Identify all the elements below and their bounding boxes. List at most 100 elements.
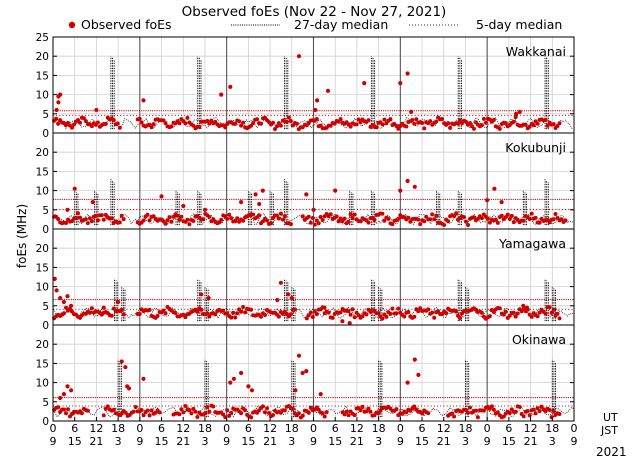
- y-axis-label: foEs (MHz): [15, 204, 29, 268]
- observed-foes-point: [529, 211, 534, 216]
- observed-foes-point: [179, 214, 184, 219]
- observed-foes-point: [173, 311, 178, 315]
- observed-foes-point: [405, 71, 410, 76]
- observed-foes-point: [346, 413, 351, 418]
- observed-foes-point: [410, 118, 415, 122]
- observed-foes-point: [412, 404, 417, 409]
- observed-foes-point: [406, 215, 411, 220]
- observed-foes-point: [177, 121, 182, 126]
- observed-foes-point: [187, 408, 192, 413]
- observed-foes-point: [491, 407, 496, 412]
- panel-okinawa: 0 5 10 15 20 Okinawa: [36, 324, 575, 428]
- observed-foes-point: [282, 408, 287, 413]
- observed-foes-point: [141, 218, 146, 223]
- observed-foes-point: [422, 219, 427, 224]
- observed-foes-point: [474, 408, 478, 413]
- ut-tick-label: 6: [505, 422, 512, 435]
- observed-foes-point: [239, 123, 244, 128]
- y-tick-label: 10: [36, 378, 49, 390]
- observed-foes-point: [416, 309, 421, 314]
- observed-foes-point: [147, 413, 152, 418]
- observed-foes-point: [360, 314, 365, 319]
- observed-foes-point: [521, 414, 526, 419]
- observed-foes-point: [352, 315, 357, 320]
- jst-tick-label: 3: [288, 435, 295, 448]
- observed-foes-point: [219, 217, 224, 222]
- day-label: Nov 25: [335, 455, 379, 457]
- y-tick-label: 0: [42, 416, 49, 428]
- observed-foes-point: [428, 119, 433, 124]
- observed-foes-point: [145, 212, 150, 217]
- observed-foes-point: [535, 314, 540, 319]
- observed-foes-point: [306, 410, 311, 415]
- observed-foes-point: [390, 222, 395, 227]
- observed-foes-point: [147, 307, 152, 312]
- observed-foes-point: [207, 314, 212, 319]
- jst-tick-label: 15: [155, 435, 169, 448]
- observed-foes-point: [444, 311, 449, 316]
- observed-foes-point: [525, 409, 530, 413]
- observed-foes-point: [183, 315, 188, 320]
- observed-foes-point: [203, 411, 208, 416]
- observed-foes-point: [147, 218, 152, 223]
- observed-foes-point: [169, 219, 174, 224]
- observed-foes-point: [265, 218, 269, 223]
- observed-foes-point: [64, 305, 68, 310]
- observed-foes-point: [452, 214, 457, 219]
- y-tick-label: 5: [42, 109, 49, 121]
- observed-foes-point: [545, 123, 550, 128]
- observed-foes-point: [563, 218, 568, 223]
- observed-foes-point: [304, 316, 309, 321]
- observed-foes-point: [69, 303, 74, 308]
- observed-foes-point: [189, 411, 194, 416]
- observed-foes-point: [199, 307, 204, 312]
- observed-foes-point: [83, 119, 88, 124]
- observed-foes-point: [551, 217, 556, 222]
- observed-foes-point: [300, 413, 305, 418]
- observed-foes-point: [514, 111, 519, 116]
- observed-foes-point: [479, 123, 484, 128]
- observed-foes-point: [199, 292, 204, 297]
- observed-foes-point: [428, 217, 433, 222]
- observed-foes-point: [233, 219, 238, 224]
- observed-foes-point: [141, 413, 146, 418]
- ut-tick-label: 0: [571, 422, 578, 435]
- observed-foes-point: [276, 216, 281, 221]
- observed-foes-point: [416, 372, 421, 377]
- observed-foes-point: [89, 219, 94, 224]
- observed-foes-point: [253, 192, 258, 197]
- y-tick-label: 15: [36, 166, 49, 178]
- observed-foes-point: [177, 217, 182, 222]
- observed-foes-point: [257, 408, 261, 413]
- observed-foes-point: [241, 218, 246, 223]
- observed-foes-point: [286, 292, 291, 297]
- observed-foes-point: [94, 107, 99, 113]
- observed-foes-point: [181, 203, 186, 209]
- observed-foes-point: [454, 309, 459, 314]
- y-tick-label: 15: [36, 70, 49, 82]
- observed-foes-point: [183, 121, 188, 126]
- observed-foes-point: [251, 121, 256, 126]
- observed-foes-point: [499, 200, 504, 205]
- observed-foes-point: [119, 213, 124, 218]
- jst-tick-label: 21: [263, 435, 277, 448]
- observed-foes-point: [472, 126, 476, 131]
- ut-tick-label: 6: [245, 422, 252, 435]
- observed-foes-point: [145, 408, 150, 413]
- ut-tick-label: 12: [524, 422, 538, 435]
- jst-tick-label: 3: [462, 435, 469, 448]
- observed-foes-point: [116, 299, 121, 305]
- observed-foes-point: [420, 411, 425, 416]
- observed-foes-point: [404, 124, 409, 129]
- observed-foes-point: [450, 411, 455, 416]
- observed-foes-point: [497, 126, 502, 131]
- y-tick-label: 20: [36, 339, 49, 351]
- observed-foes-point: [358, 219, 363, 224]
- station-label: Kokubunji: [505, 140, 566, 155]
- ut-tick-label: 6: [71, 422, 78, 435]
- observed-foes-point: [62, 311, 66, 316]
- observed-foes-point: [181, 410, 186, 415]
- observed-foes-point: [163, 121, 168, 126]
- observed-foes-point: [517, 109, 522, 114]
- observed-foes-point: [405, 178, 410, 184]
